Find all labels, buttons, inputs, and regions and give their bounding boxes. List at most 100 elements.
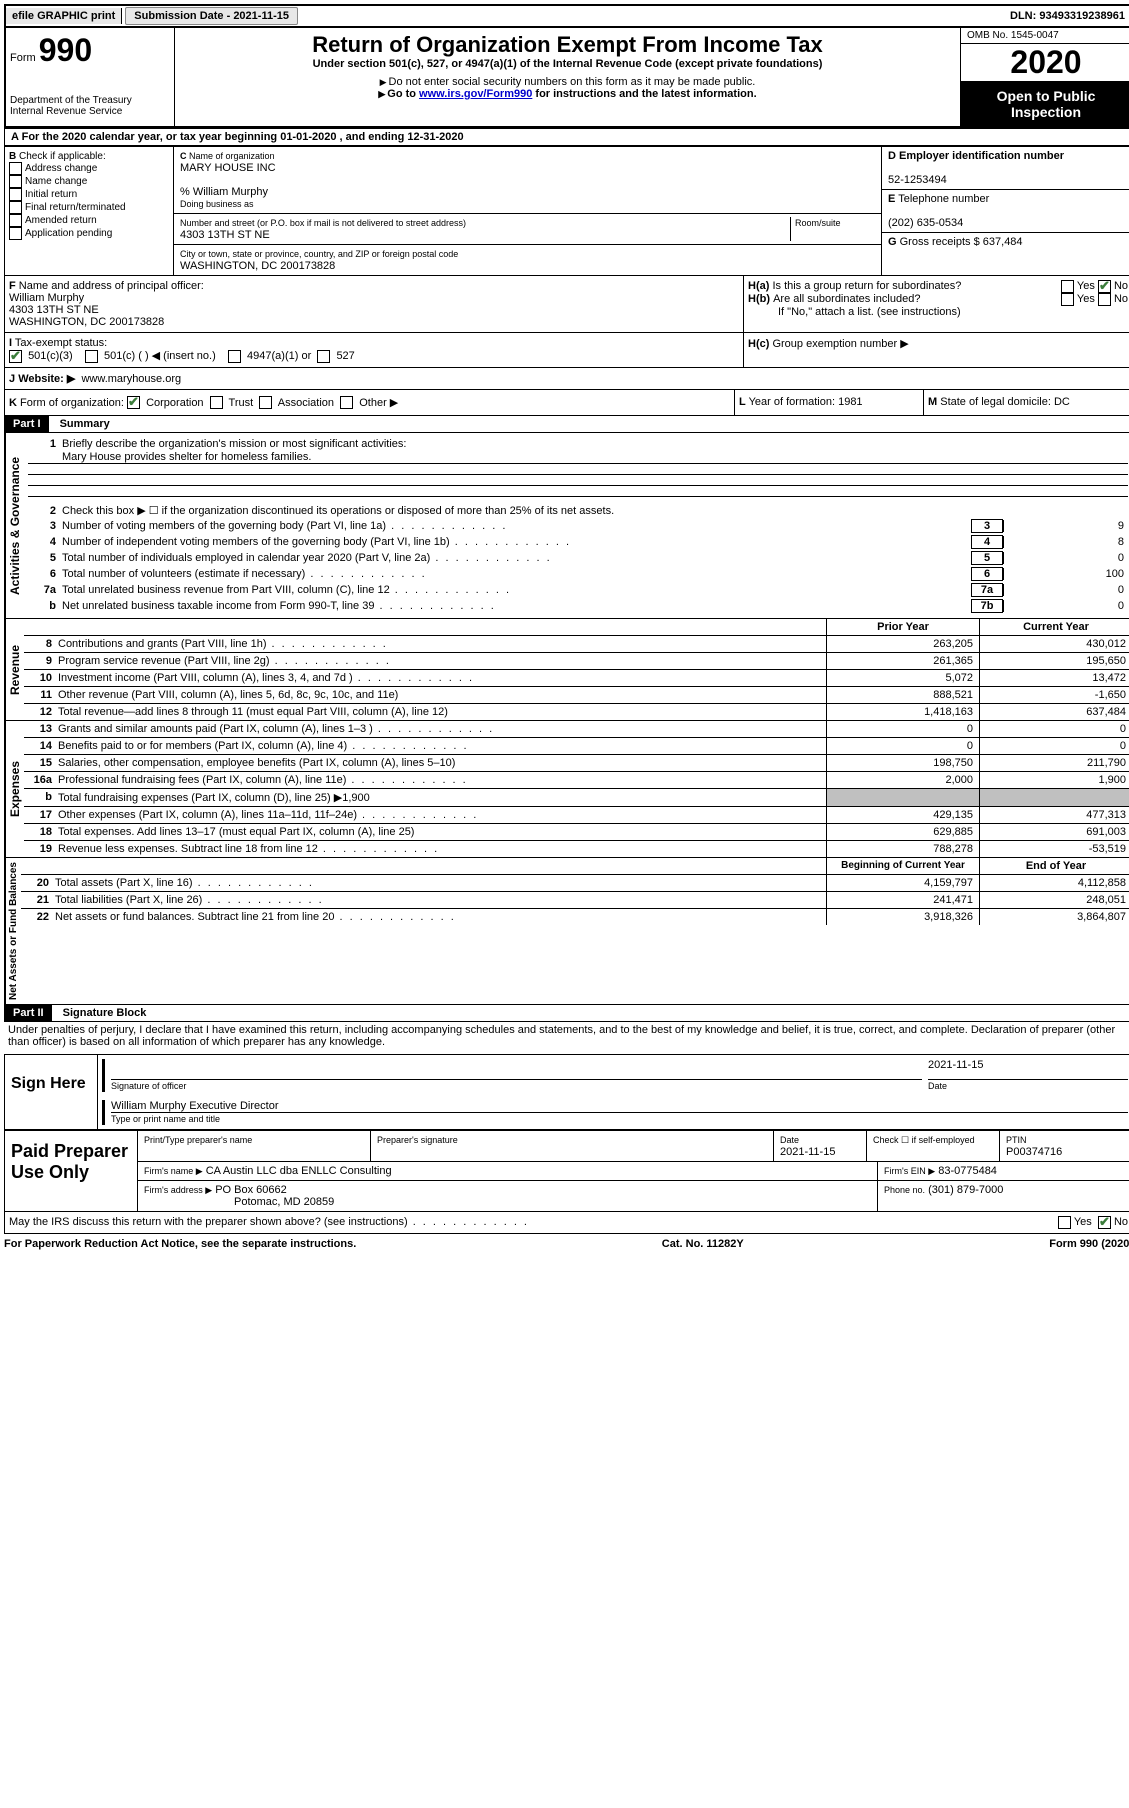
- form-footer: Form 990 (2020): [1049, 1238, 1129, 1250]
- info-grid: B Check if applicable: Address change Na…: [4, 146, 1129, 276]
- org-name: MARY HOUSE INC: [180, 162, 276, 174]
- boy-header: Beginning of Current Year: [826, 858, 979, 874]
- part1-header: Part I: [5, 416, 49, 432]
- checkbox-name-change[interactable]: [9, 175, 22, 188]
- line3-text: Number of voting members of the governin…: [62, 520, 971, 532]
- submission-date: Submission Date - 2021-11-15: [125, 7, 298, 25]
- top-bar: efile GRAPHIC print Submission Date - 20…: [4, 4, 1129, 28]
- col-d-right: D Employer identification number 52-1253…: [881, 147, 1129, 275]
- line3-value: 9: [1003, 520, 1128, 532]
- name-label: Name of organization: [189, 151, 275, 161]
- checkbox-final-return[interactable]: [9, 201, 22, 214]
- vert-label-exp: Expenses: [5, 721, 24, 857]
- checkbox-ha-yes[interactable]: [1061, 280, 1074, 293]
- website-value: www.maryhouse.org: [81, 373, 181, 385]
- line1-label: Briefly describe the organization's miss…: [62, 438, 1128, 450]
- line17-text: Other expenses (Part IX, column (A), lin…: [58, 807, 826, 823]
- omb-number: OMB No. 1545-0047: [961, 28, 1129, 44]
- checkbox-527[interactable]: [317, 350, 330, 363]
- checkbox-ha-no[interactable]: [1098, 280, 1111, 293]
- col-c-org: C Name of organization MARY HOUSE INC % …: [174, 147, 881, 275]
- line12-text: Total revenue—add lines 8 through 11 (mu…: [58, 704, 826, 720]
- mission-text: Mary House provides shelter for homeless…: [28, 451, 1128, 464]
- checkbox-trust[interactable]: [210, 396, 223, 409]
- firm-name-label: Firm's name ▶: [144, 1166, 203, 1176]
- col-b-checkboxes: B Check if applicable: Address change Na…: [5, 147, 174, 275]
- title-block: Return of Organization Exempt From Incom…: [175, 28, 960, 126]
- note-ssn: Do not enter social security numbers on …: [389, 76, 756, 88]
- officer-addr1: 4303 13TH ST NE: [9, 304, 99, 316]
- note2-suffix: for instructions and the latest informat…: [532, 88, 756, 100]
- line16b-gray: [826, 789, 979, 806]
- officer-label: Name and address of principal officer:: [19, 280, 204, 292]
- room-label: Room/suite: [795, 218, 841, 228]
- checkbox-discuss-no[interactable]: [1098, 1216, 1111, 1229]
- dept-irs: Internal Revenue Service: [10, 106, 170, 117]
- city-state-zip: WASHINGTON, DC 200173828: [180, 260, 335, 272]
- line21-text: Total liabilities (Part X, line 26): [55, 892, 826, 908]
- line20-text: Total assets (Part X, line 16): [55, 875, 826, 891]
- city-label: City or town, state or province, country…: [180, 249, 458, 259]
- dln: DLN: 93493319238961: [1004, 8, 1129, 24]
- line4-text: Number of independent voting members of …: [62, 536, 971, 548]
- prior-year-header: Prior Year: [826, 619, 979, 635]
- checkbox-address-change[interactable]: [9, 162, 22, 175]
- line5-value: 0: [1003, 552, 1128, 564]
- street-address: 4303 13TH ST NE: [180, 229, 270, 241]
- check-self-employed: Check ☐ if self-employed: [873, 1135, 975, 1145]
- section-activities-governance: Activities & Governance 1Briefly describ…: [4, 433, 1129, 619]
- ptin-label: PTIN: [1006, 1135, 1027, 1145]
- checkbox-amended[interactable]: [9, 214, 22, 227]
- hb-text: Are all subordinates included?: [773, 293, 1061, 306]
- firm-phone-label: Phone no.: [884, 1185, 925, 1195]
- checkbox-hb-yes[interactable]: [1061, 293, 1074, 306]
- arrow-icon: [380, 76, 389, 88]
- ein-label: Employer identification number: [899, 150, 1064, 162]
- checkbox-association[interactable]: [259, 396, 272, 409]
- checkbox-discuss-yes[interactable]: [1058, 1216, 1071, 1229]
- checkbox-corporation[interactable]: [127, 396, 140, 409]
- line8-text: Contributions and grants (Part VIII, lin…: [58, 636, 826, 652]
- instructions-link[interactable]: www.irs.gov/Form990: [419, 88, 532, 100]
- hc-text: Group exemption number ▶: [772, 338, 908, 350]
- line10-text: Investment income (Part VIII, column (A)…: [58, 670, 826, 686]
- subtitle: Under section 501(c), 527, or 4947(a)(1)…: [179, 58, 956, 70]
- checkbox-application-pending[interactable]: [9, 227, 22, 240]
- line7b-text: Net unrelated business taxable income fr…: [62, 600, 971, 612]
- right-header: OMB No. 1545-0047 2020 Open to Public In…: [960, 28, 1129, 126]
- line7a-value: 0: [1003, 584, 1128, 596]
- street-label: Number and street (or P.O. box if mail i…: [180, 218, 466, 228]
- discuss-row: May the IRS discuss this return with the…: [4, 1212, 1129, 1234]
- checkbox-hb-no[interactable]: [1098, 293, 1111, 306]
- signature-block: Sign Here Signature of officer 2021-11-1…: [4, 1054, 1129, 1130]
- firm-ein: 83-0775484: [938, 1165, 997, 1177]
- domicile: DC: [1054, 396, 1070, 408]
- line18-text: Total expenses. Add lines 13–17 (must eq…: [58, 824, 826, 840]
- h-note: If "No," attach a list. (see instruction…: [748, 306, 1128, 318]
- tax-year: 2020: [961, 44, 1129, 82]
- line13-text: Grants and similar amounts paid (Part IX…: [58, 721, 826, 737]
- checkbox-initial-return[interactable]: [9, 188, 22, 201]
- line16b-text: Total fundraising expenses (Part IX, col…: [58, 789, 826, 806]
- line7b-value: 0: [1003, 600, 1128, 612]
- line15-text: Salaries, other compensation, employee b…: [58, 755, 826, 771]
- line14-text: Benefits paid to or for members (Part IX…: [58, 738, 826, 754]
- checkbox-501c3[interactable]: [9, 350, 22, 363]
- checkbox-other[interactable]: [340, 396, 353, 409]
- phone-label: Telephone number: [898, 193, 989, 205]
- paid-preparer-label: Paid Preparer Use Only: [5, 1131, 138, 1211]
- checkbox-501c[interactable]: [85, 350, 98, 363]
- form-of-org-label: Form of organization:: [20, 397, 124, 409]
- eoy-header: End of Year: [979, 858, 1129, 874]
- line8-current: 430,012: [979, 636, 1129, 652]
- line5-text: Total number of individuals employed in …: [62, 552, 971, 564]
- ptin-value: P00374716: [1006, 1146, 1062, 1158]
- vert-label-na: Net Assets or Fund Balances: [5, 858, 21, 1004]
- tax-exempt-label: Tax-exempt status:: [15, 337, 107, 349]
- gross-receipts-value: 637,484: [983, 236, 1023, 248]
- checkbox-4947[interactable]: [228, 350, 241, 363]
- firm-phone: (301) 879-7000: [928, 1184, 1003, 1196]
- website-label: Website: ▶: [18, 373, 75, 385]
- line2-text: Check this box ▶ ☐ if the organization d…: [62, 504, 1128, 517]
- gross-receipts-label: Gross receipts $: [900, 236, 980, 248]
